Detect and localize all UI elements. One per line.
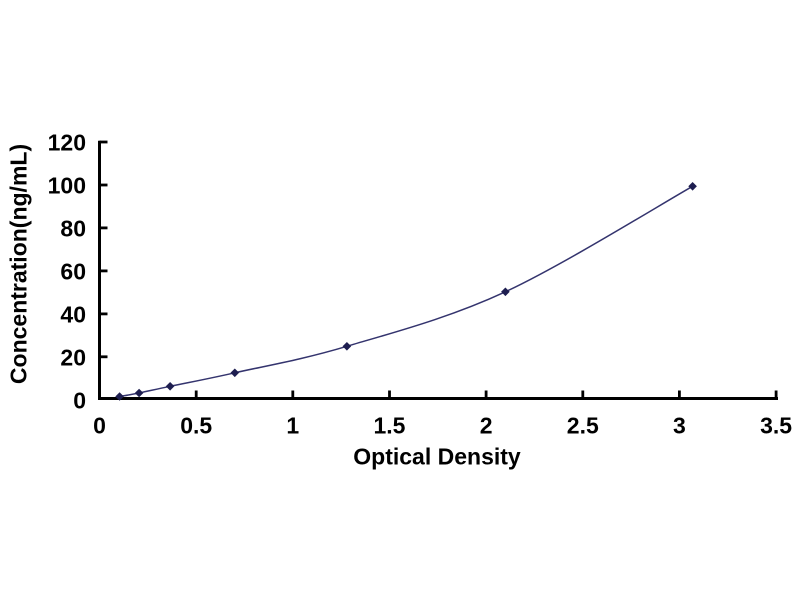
svg-text:1: 1 xyxy=(286,413,299,439)
svg-text:2.5: 2.5 xyxy=(567,413,599,439)
svg-text:3.5: 3.5 xyxy=(760,413,792,439)
svg-text:0: 0 xyxy=(73,387,86,413)
svg-text:100: 100 xyxy=(48,173,86,199)
svg-text:1.5: 1.5 xyxy=(374,413,406,439)
svg-text:0.5: 0.5 xyxy=(180,413,212,439)
svg-text:80: 80 xyxy=(60,215,86,241)
svg-text:120: 120 xyxy=(48,130,86,156)
svg-text:20: 20 xyxy=(60,344,86,370)
svg-text:40: 40 xyxy=(60,301,86,327)
svg-text:Optical Density: Optical Density xyxy=(353,444,521,470)
svg-text:60: 60 xyxy=(60,258,86,284)
svg-text:3: 3 xyxy=(673,413,686,439)
svg-text:Concentration(ng/mL): Concentration(ng/mL) xyxy=(6,144,32,384)
svg-text:2: 2 xyxy=(480,413,493,439)
svg-text:0: 0 xyxy=(93,413,106,439)
